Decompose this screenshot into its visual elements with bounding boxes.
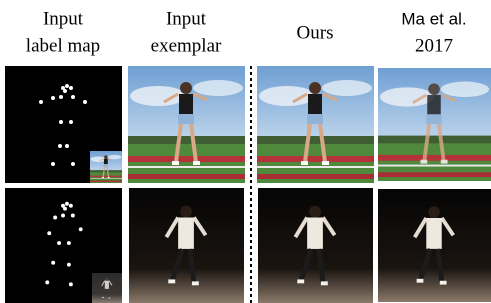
column-header: Ma et al. — [401, 9, 466, 28]
result-image — [258, 188, 373, 303]
baseline-image — [378, 68, 491, 181]
figure: Input label map Input exemplar Ours Ma e… — [0, 0, 491, 303]
label-map — [5, 188, 122, 303]
column-header: Ours — [297, 22, 334, 43]
exemplar-image — [128, 66, 245, 183]
column-header: Input — [166, 8, 207, 29]
label-map — [5, 66, 122, 183]
column-header: label map — [26, 35, 100, 56]
column-header: 2017 — [415, 35, 453, 56]
result-image — [257, 66, 374, 183]
exemplar-image — [129, 188, 244, 303]
baseline-image — [378, 189, 491, 302]
column-header: Input — [43, 8, 84, 29]
column-header: exemplar — [151, 35, 222, 56]
